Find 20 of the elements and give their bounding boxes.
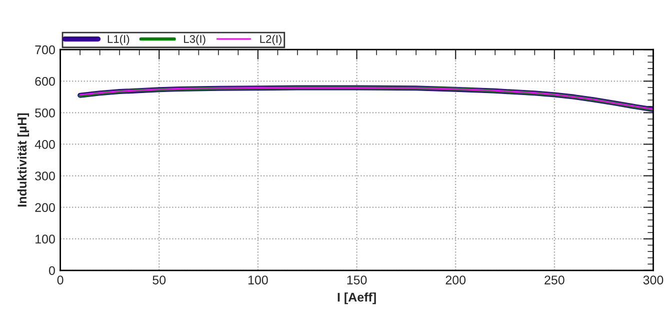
x-tick-label: 100 <box>248 276 268 284</box>
legend-label: L3(I) <box>184 34 206 46</box>
y-tick-label: 500 <box>35 108 55 118</box>
x-tick-label: 200 <box>446 276 466 284</box>
y-tick-label: 200 <box>35 203 55 212</box>
y-tick-label: 100 <box>36 234 55 244</box>
legend-label: L1(I) <box>108 34 130 46</box>
x-tick-label: 150 <box>347 276 367 284</box>
x-tick-label: 0 <box>57 276 64 284</box>
y-tick-label: 300 <box>35 172 55 180</box>
y-tick-label: 0 <box>48 266 55 276</box>
y-axis-title: Induktivität [µH] <box>17 113 30 207</box>
x-tick-label: 250 <box>544 276 564 284</box>
y-tick-label: 400 <box>34 140 55 149</box>
x-tick-label: 300 <box>643 276 664 284</box>
y-tick-label: 600 <box>35 76 55 86</box>
x-tick-label: 50 <box>152 276 166 284</box>
x-axis-title: I [Aeff] <box>338 292 376 304</box>
legend-label: L2(I) <box>260 34 282 46</box>
y-tick-label: 700 <box>35 45 55 54</box>
